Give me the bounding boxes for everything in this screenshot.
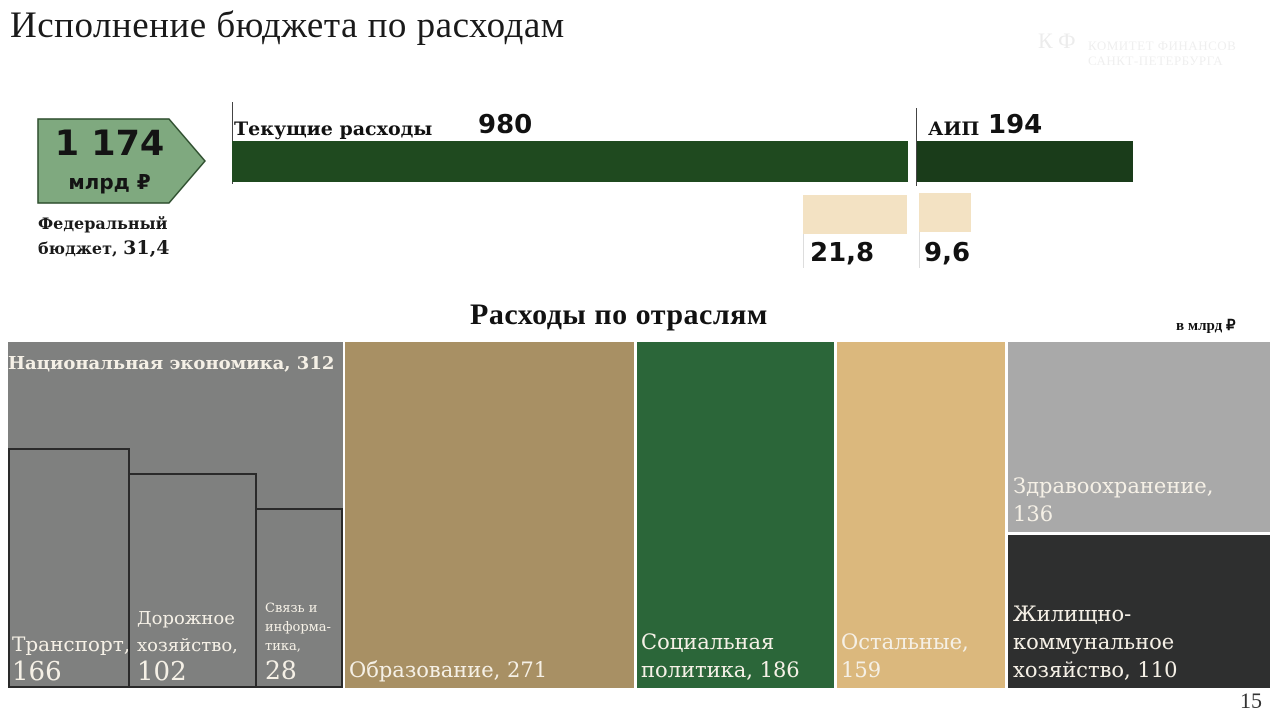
treemap-unit: в млрд ₽: [1176, 318, 1236, 334]
treemap-cell-healthcare: Здравоохранение, 136: [1008, 342, 1270, 532]
federal-budget-value: 31,4: [123, 237, 170, 259]
aip-federal-tick: [919, 232, 920, 268]
logo-mark-icon: К Ф: [1038, 28, 1076, 53]
aip-federal-bar: [919, 193, 971, 232]
treemap-subcell-transport: Транспорт, 166: [8, 448, 130, 688]
total-value: 1 174: [54, 124, 165, 164]
aip-label: АИП: [928, 118, 980, 140]
current-federal-tick: [803, 234, 804, 268]
logo: К Ф КОМИТЕТ ФИНАНСОВ САНКТ-ПЕТЕРБУРГА: [1038, 30, 1258, 78]
logo-text: КОМИТЕТ ФИНАНСОВ САНКТ-ПЕТЕРБУРГА: [1088, 38, 1237, 68]
treemap-cell-education: Образование, 271: [345, 342, 634, 688]
current-label: Текущие расходы: [234, 118, 433, 140]
aip-tick: [916, 108, 917, 186]
total-arrow-icon: [37, 118, 206, 204]
aip-bar: [917, 141, 1133, 182]
treemap-cell-other: Остальные, 159: [837, 342, 1005, 688]
current-bar: [232, 141, 908, 182]
current-federal-bar: [803, 195, 907, 234]
current-federal-value: 21,8: [810, 238, 875, 268]
treemap-subcell-roads: Дорожное хозяйство, 102: [128, 473, 257, 688]
treemap-title: Расходы по отраслям: [470, 298, 768, 331]
aip-value: 194: [988, 110, 1043, 140]
treemap-cell-social-policy: Социальная политика, 186: [637, 342, 834, 688]
treemap-subcell-communications: Связь и информа- тика, 28: [255, 508, 343, 688]
page-number: 15: [1240, 688, 1262, 713]
treemap-cell-housing: Жилищно- коммунальное хозяйство, 110: [1008, 535, 1270, 688]
aip-federal-value: 9,6: [924, 238, 971, 268]
page-title: Исполнение бюджета по расходам: [10, 5, 565, 46]
federal-budget-label: Федеральный бюджет, 31,4: [38, 214, 170, 259]
total-unit: млрд ₽: [68, 170, 151, 194]
treemap-cell-national-economy: Национальная экономика, 312 Транспорт, 1…: [8, 342, 343, 688]
current-value: 980: [478, 110, 533, 140]
